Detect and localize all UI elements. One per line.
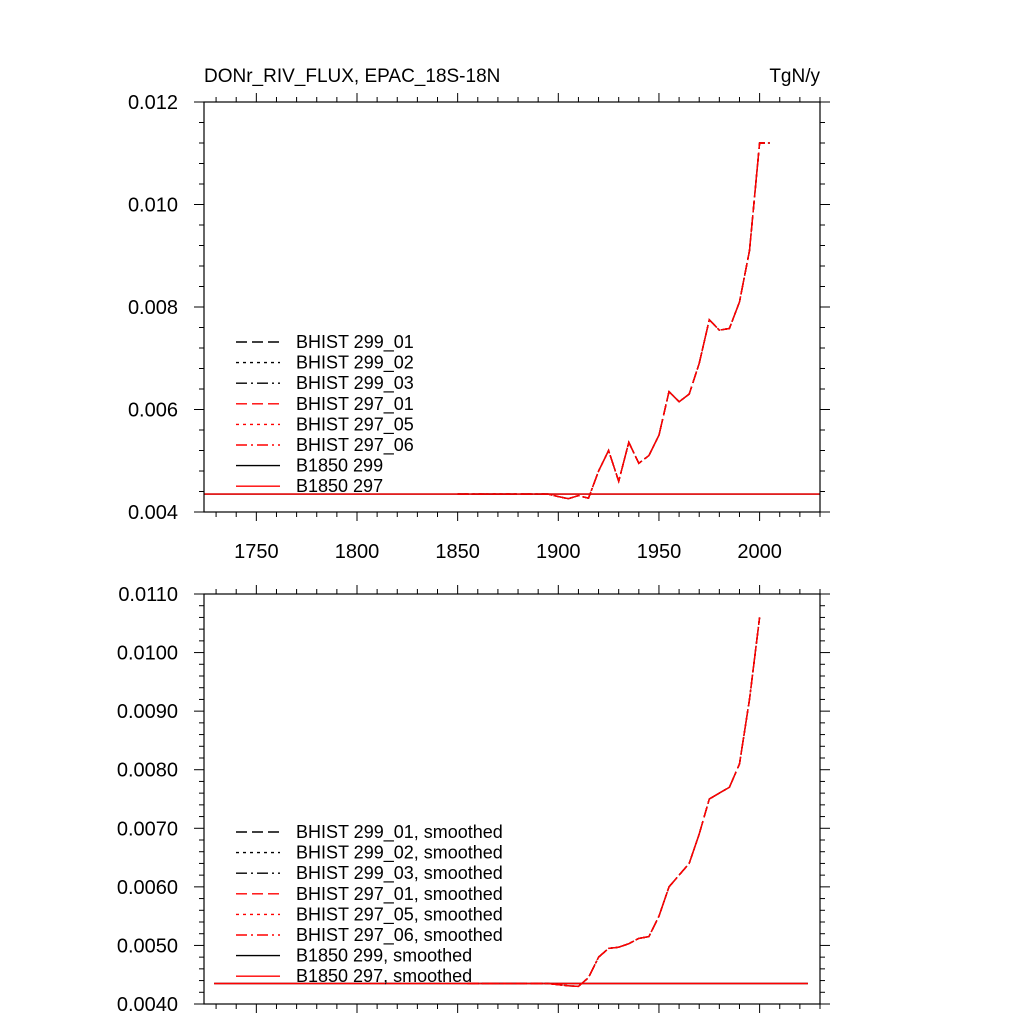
x-tick-label: 2000 [737, 541, 782, 563]
legend-label: B1850 297, smoothed [296, 966, 472, 986]
y-tick-label: 0.0100 [117, 643, 178, 665]
legend-label: B1850 299 [296, 456, 383, 476]
series-line-bhist-297-05-smoothed [467, 617, 761, 988]
legend-label: BHIST 297_01 [296, 394, 414, 415]
series-line-bhist-297-06-smoothed [467, 617, 761, 988]
y-tick-label: 0.0090 [117, 701, 178, 723]
bottom-axis-ticks: 0.0040 0.0050 0.0060 0.0070 0.0080 0.0090 0.01… [117, 584, 830, 1016]
series-line-bhist-299-02-smoothed [467, 617, 761, 988]
y-tick-label: 0.0050 [117, 935, 178, 957]
y-tick-label: 0.0040 [117, 994, 178, 1016]
top-plot-lines [204, 142, 820, 500]
y-tick-label: 0.010 [128, 195, 178, 217]
y-tick-label: 0.004 [128, 502, 178, 524]
legend-label: BHIST 297_06, smoothed [296, 925, 503, 946]
series-line-bhist-299-03 [457, 142, 770, 500]
series-line-bhist-297-06 [457, 142, 770, 500]
series-line-bhist-297-05 [457, 142, 770, 500]
top-panel: DONr_RIV_FLUX, EPAC_18S-18N TgN/y 1750 18… [128, 66, 830, 563]
series-line-bhist-297-01 [457, 142, 770, 500]
y-tick-label: 0.0070 [117, 818, 178, 840]
bottom-plot-frame [203, 593, 821, 1005]
series-line-bhist-299-03-smoothed [467, 617, 761, 988]
legend-label: BHIST 297_01, smoothed [296, 884, 503, 905]
x-tick-label: 1850 [435, 541, 480, 563]
top-chart-title: DONr_RIV_FLUX, EPAC_18S-18N [204, 66, 500, 87]
legend-label: BHIST 297_05, smoothed [296, 904, 503, 925]
y-tick-label: 0.012 [128, 92, 178, 114]
legend-label: B1850 299, smoothed [296, 946, 472, 966]
series-line-bhist-299-01-smoothed [467, 617, 761, 988]
legend-label: BHIST 297_05 [296, 414, 414, 435]
legend-label: BHIST 299_03, smoothed [296, 863, 503, 884]
legend-label: BHIST 299_01 [296, 332, 414, 353]
legend-label: BHIST 299_02, smoothed [296, 843, 503, 864]
top-plot-frame [203, 101, 821, 513]
legend-label: BHIST 299_02 [296, 353, 414, 374]
series-line-bhist-299-02 [457, 142, 770, 500]
top-axis-ticks: 1750 1800 1850 1900 1950 2000 0.004 0.006 0.008 0… [128, 92, 830, 563]
series-line-bhist-299-01 [457, 142, 770, 500]
legend-label: BHIST 297_06 [296, 435, 414, 456]
y-tick-label: 0.0110 [118, 584, 178, 606]
x-tick-label: 1900 [536, 541, 581, 563]
x-tick-label: 1800 [335, 541, 380, 563]
bottom-panel: 0.0040 0.0050 0.0060 0.0070 0.0080 0.0090 0.01… [117, 584, 830, 1016]
y-tick-label: 0.0080 [117, 760, 178, 782]
legend-label: BHIST 299_03 [296, 373, 414, 394]
legend-label: BHIST 299_01, smoothed [296, 822, 503, 843]
x-tick-label: 1750 [234, 541, 279, 563]
y-tick-label: 0.006 [128, 400, 178, 422]
series-line-bhist-297-01-smoothed [467, 617, 761, 988]
y-tick-label: 0.008 [128, 297, 178, 319]
y-tick-label: 0.0060 [117, 877, 178, 899]
bottom-plot-lines [214, 617, 808, 988]
x-tick-label: 1950 [637, 541, 682, 563]
top-chart-units: TgN/y [769, 66, 820, 87]
legend-label: B1850 297 [296, 476, 383, 496]
